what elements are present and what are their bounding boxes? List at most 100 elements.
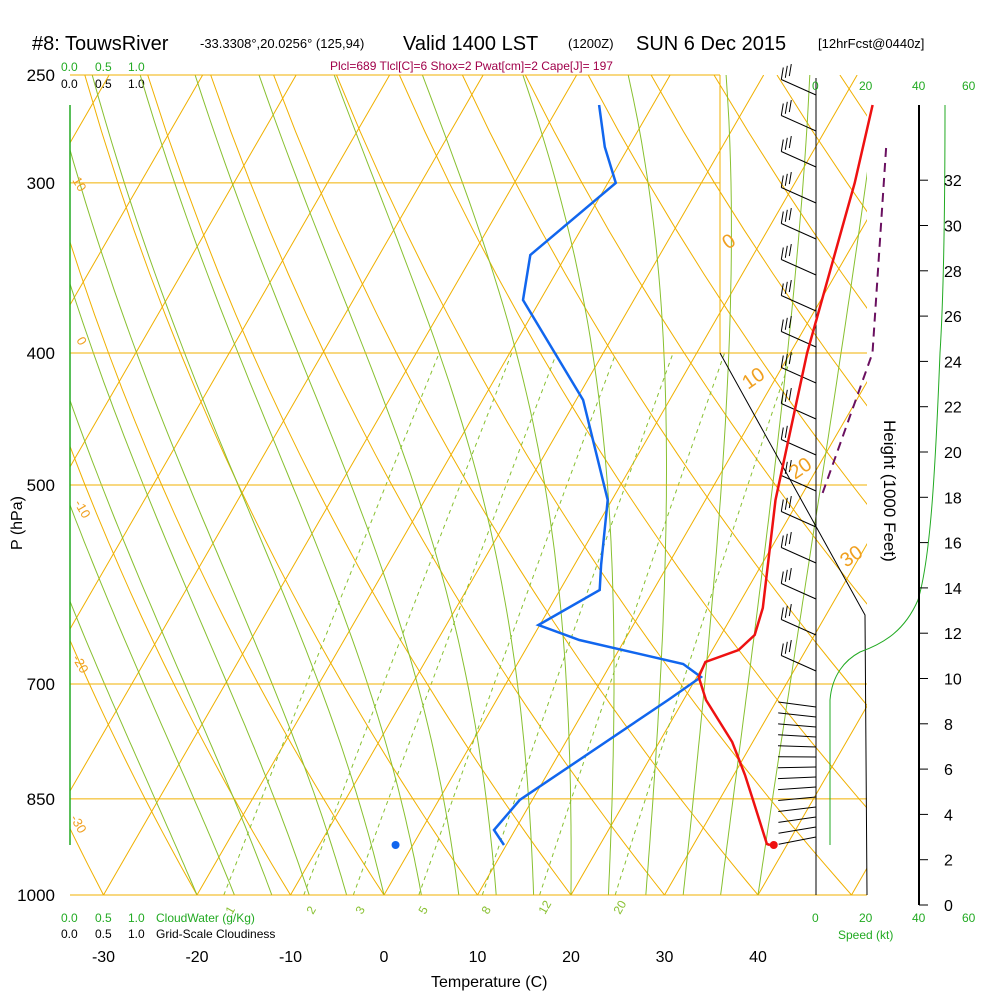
wind-barb-feather — [784, 389, 788, 402]
height-tick-26: 26 — [944, 309, 962, 326]
wind-barb-feather — [784, 497, 788, 510]
y-tick-300: 300 — [27, 174, 55, 193]
y-tick-1000: 1000 — [17, 886, 55, 905]
moist-adiabat-grid — [70, 75, 867, 895]
wind-barb — [778, 723, 817, 728]
forecast-label: [12hrFcst@0440z] — [818, 36, 924, 51]
wind-barb-feather — [780, 355, 784, 368]
height-tick-24: 24 — [944, 354, 962, 371]
wind-barb-feather — [788, 460, 792, 473]
isotherm-line — [0, 75, 16, 895]
isotherm-label-0: 0 — [718, 230, 740, 254]
cloud-scale-bottom: 0.0 0.5 1.0 CloudWater (g/Kg) 0.0 0.5 1.… — [61, 911, 275, 941]
wind-barb-feather — [784, 641, 788, 654]
wind-barb — [777, 745, 817, 748]
wind-barb — [781, 475, 817, 492]
y-tick-400: 400 — [27, 344, 55, 363]
moist-adiabat — [258, 75, 497, 895]
utc-time: (1200Z) — [568, 36, 614, 51]
dry-adiabat — [587, 75, 867, 506]
wind-barb-feather — [784, 209, 788, 222]
x-tick--20: -20 — [185, 949, 208, 966]
wind-barb — [777, 776, 817, 780]
surface-dewpoint-point — [391, 841, 400, 849]
wind-barb — [781, 187, 817, 204]
mix-label-2: 2 — [303, 903, 319, 916]
wind-barb-feather — [788, 64, 792, 77]
wind-barb — [781, 403, 817, 420]
moist-adiabat — [139, 75, 422, 895]
wind-barb-feather — [784, 281, 788, 294]
dry-adiabat — [70, 444, 292, 895]
mix-label-5: 5 — [415, 903, 431, 916]
mix-label-20: 20 — [610, 898, 629, 917]
wind-barb — [778, 816, 817, 823]
speed-top-green-2: 40 — [912, 79, 926, 93]
x-axis-ticks: -30 -20 -10 0 10 20 30 40 — [92, 949, 767, 966]
isobar-grid — [70, 74, 867, 896]
x-tick-40: 40 — [749, 949, 767, 966]
wind-barb — [778, 806, 817, 812]
wind-barb — [781, 223, 817, 240]
wind-barb-feather — [784, 317, 788, 330]
wind-barb-feather — [788, 640, 792, 653]
speed-label: Speed (kt) — [838, 928, 893, 942]
left-label-10: 10 — [69, 174, 89, 194]
x-tick-20: 20 — [562, 949, 580, 966]
wind-barb-feather — [784, 425, 788, 438]
plot-right-boundary — [719, 352, 868, 896]
cloud-scale-bottom-green-0: 0.0 — [61, 911, 78, 925]
y-axis-ticks: 250 300 400 500 700 850 1000 — [17, 66, 55, 905]
wind-barb-feather — [788, 280, 792, 293]
moist-adiabat — [720, 75, 811, 895]
speed-bottom-green-1: 20 — [859, 911, 873, 925]
dry-adiabat — [70, 240, 385, 895]
valid-time: Valid 1400 LST — [403, 33, 538, 55]
wind-barb — [778, 712, 817, 718]
cloud-scale-bottom-black-0: 0.0 — [61, 927, 78, 941]
height-tick-28: 28 — [944, 264, 962, 281]
wind-barb-feather — [780, 211, 784, 224]
mixing-ratio-2 — [303, 352, 513, 895]
cloud-scale-top-green-2: 1.0 — [128, 60, 145, 74]
wind-barb — [777, 766, 817, 769]
speed-bottom-green-2: 40 — [912, 911, 926, 925]
temperature-trace — [697, 104, 874, 847]
wind-barb — [778, 826, 817, 834]
isotherm-label-10: 10 — [738, 363, 769, 394]
cloud-scale-bottom-black-1: 0.5 — [95, 927, 112, 941]
speed-top-green-1: 20 — [859, 79, 873, 93]
x-tick--10: -10 — [279, 949, 302, 966]
wind-barb-feather — [788, 100, 792, 113]
date-label: SUN 6 Dec 2015 — [636, 33, 786, 55]
isotherm-label-30: 30 — [836, 541, 867, 572]
cloudwater-label: CloudWater (g/Kg) — [156, 911, 255, 925]
dry-adiabat — [650, 75, 867, 407]
height-tick-10: 10 — [944, 672, 962, 689]
dry-adiabat — [84, 75, 479, 895]
y-axis-label: P (hPa) — [9, 496, 26, 550]
speed-bottom-green-3: 60 — [962, 911, 976, 925]
wind-barb-feather — [780, 319, 784, 332]
height-tick-16: 16 — [944, 536, 962, 553]
isotherm-line — [757, 705, 867, 895]
cloud-scale-top-black-0: 0.0 — [61, 77, 78, 91]
wind-barb-feather — [780, 391, 784, 404]
wind-barb-feather — [788, 316, 792, 329]
wind-barb — [781, 79, 817, 96]
mix-label-3: 3 — [352, 903, 368, 916]
height-tick-12: 12 — [944, 626, 962, 643]
wind-barb — [778, 786, 817, 791]
dry-adiabat — [966, 75, 1000, 924]
x-tick--30: -30 — [92, 949, 115, 966]
wind-barb-feather — [784, 137, 788, 150]
wind-barb — [781, 367, 817, 384]
cloud-scale-top-green-0: 0.0 — [61, 60, 78, 74]
moist-adiabat — [627, 75, 667, 895]
x-axis-label: Temperature (C) — [431, 974, 547, 991]
wind-barb-feather — [780, 535, 784, 548]
height-tick-8: 8 — [944, 717, 953, 734]
wind-barb-feather — [780, 139, 784, 152]
moist-adiabat — [70, 503, 235, 895]
